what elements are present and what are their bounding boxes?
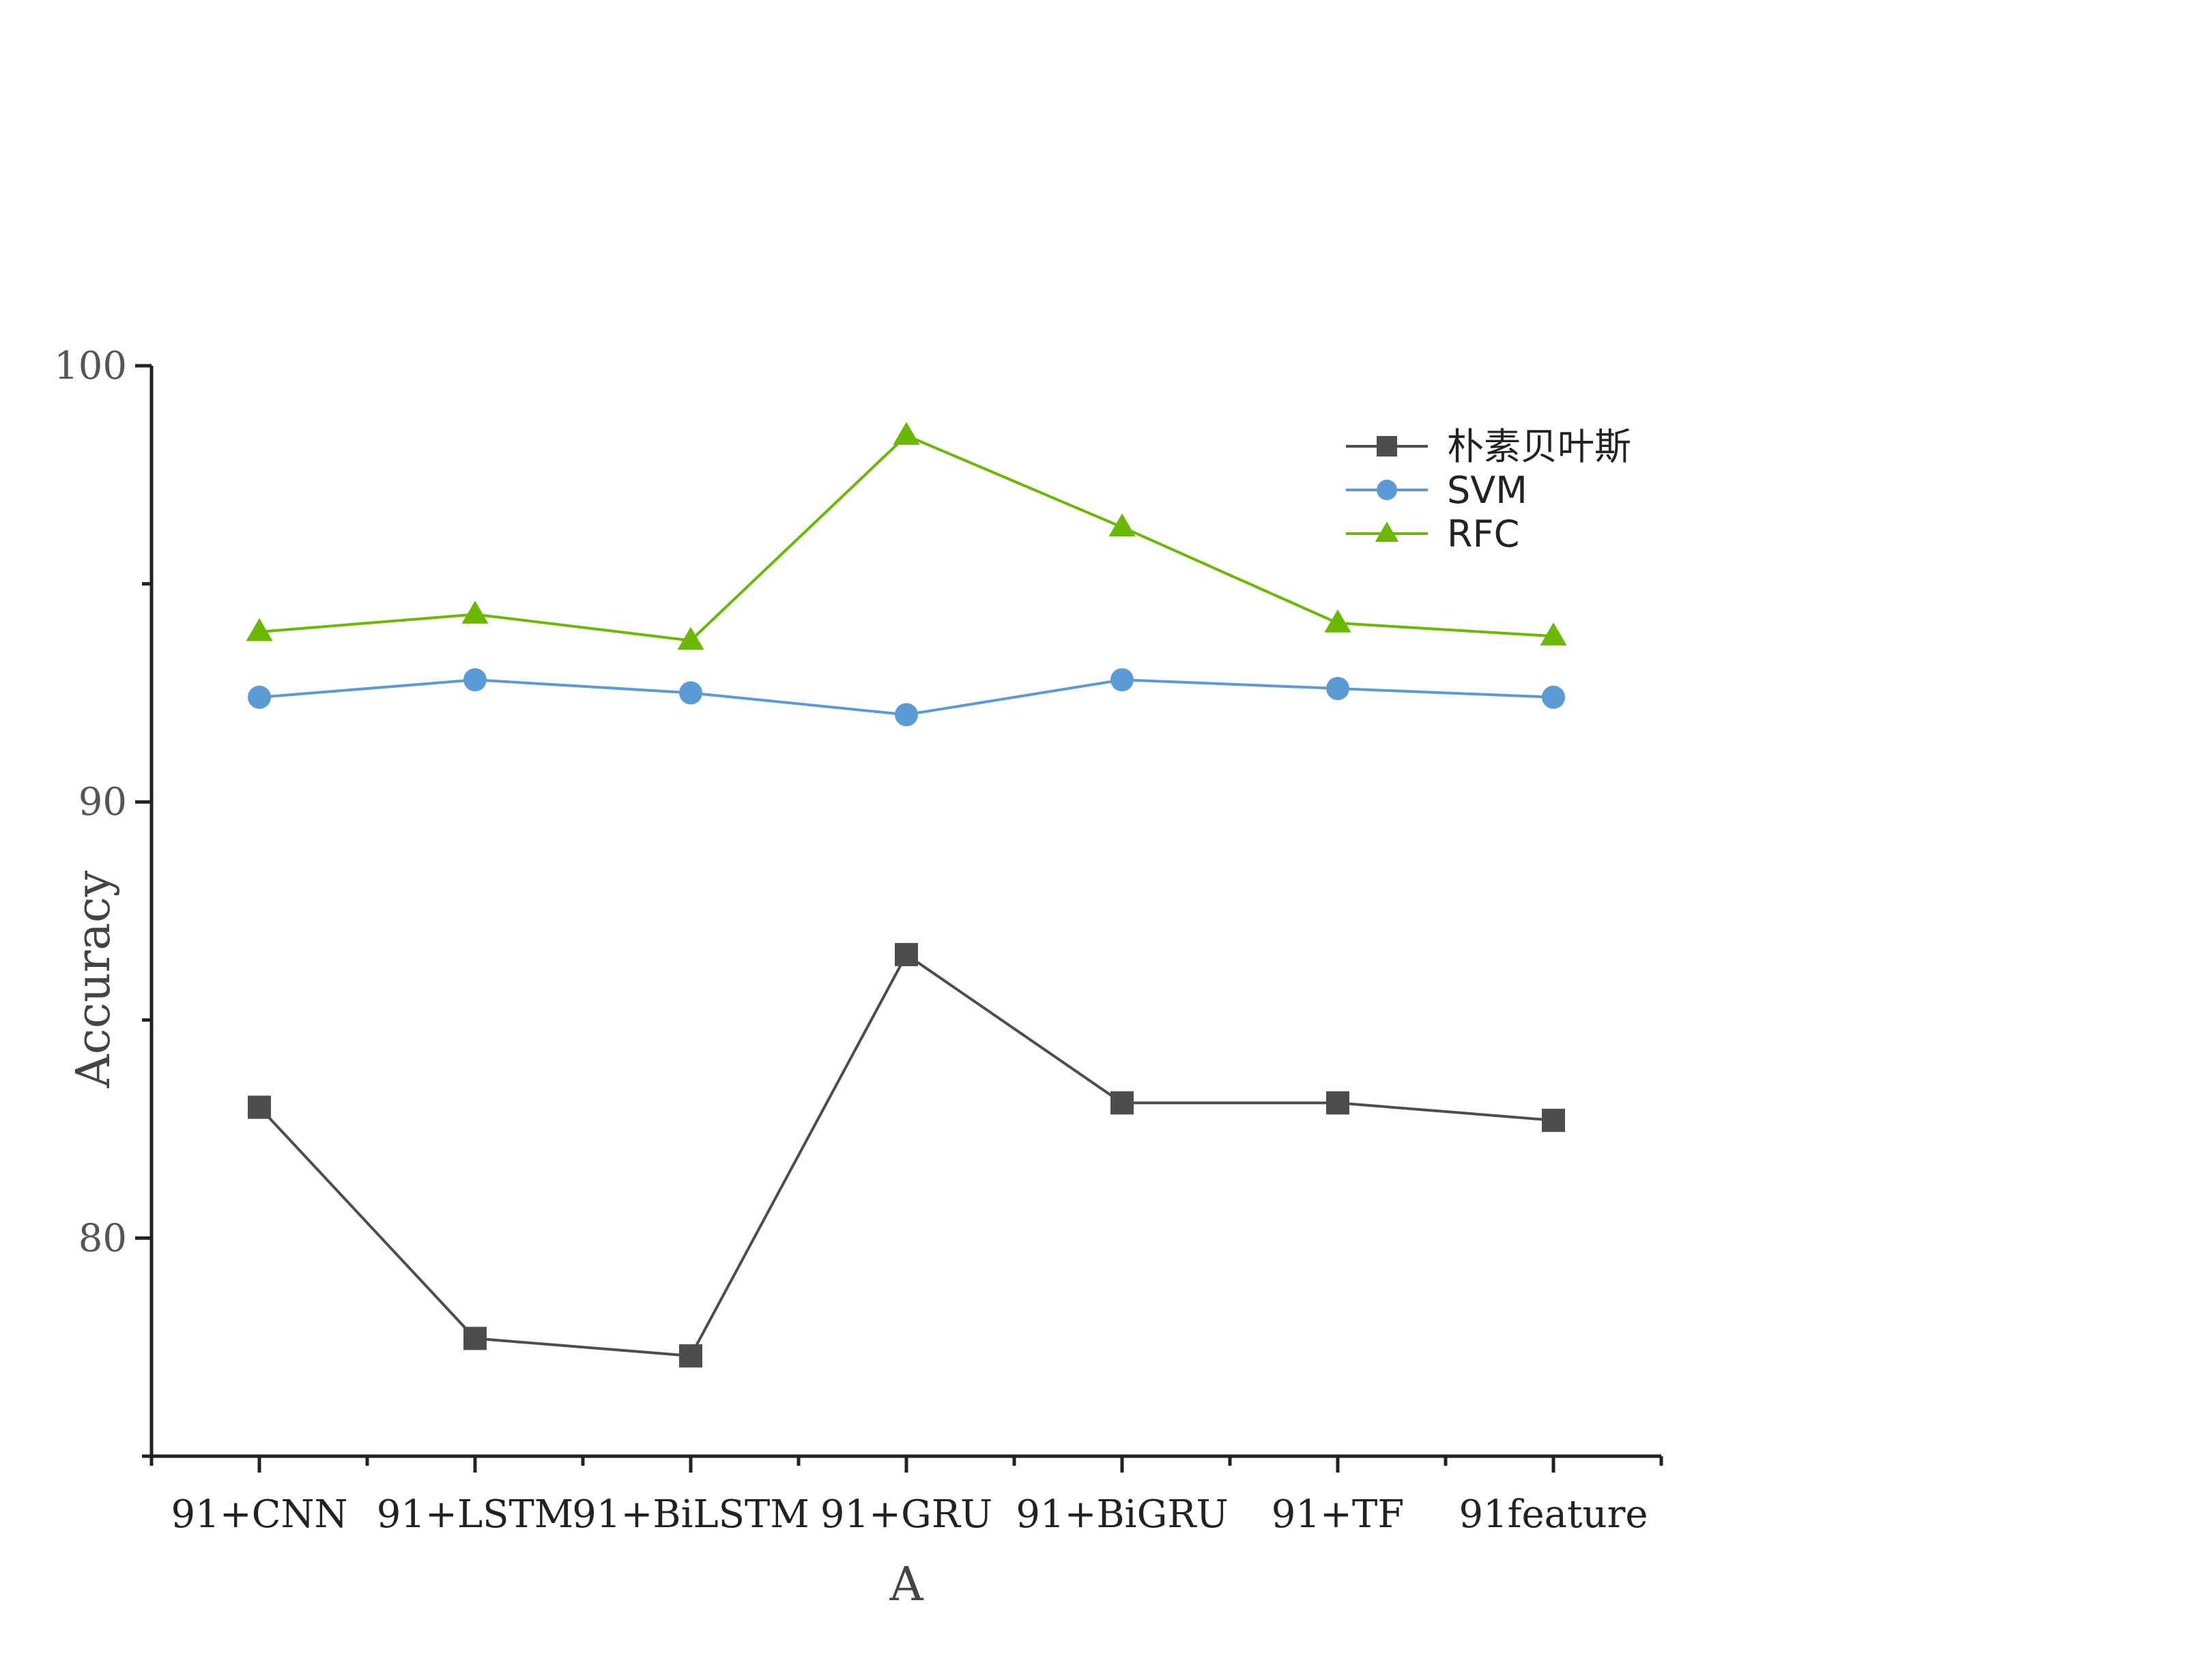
data-point — [1542, 1108, 1565, 1132]
x-tick-label: 91+CNN — [171, 1492, 347, 1537]
y-tick-label: 90 — [78, 780, 127, 824]
data-point — [246, 618, 273, 641]
legend-item: SVM — [1346, 469, 1527, 512]
data-point — [1110, 1091, 1134, 1115]
x-axis-title: A — [889, 1558, 923, 1612]
data-point — [463, 1327, 487, 1350]
legend-item: RFC — [1346, 512, 1519, 555]
series-line — [258, 953, 1554, 1358]
y-tick-label: 100 — [54, 344, 127, 388]
series-2 — [246, 422, 1567, 650]
data-point — [1324, 609, 1351, 633]
legend-marker — [1377, 436, 1397, 457]
y-tick-label: 80 — [78, 1216, 127, 1260]
legend-label: RFC — [1447, 512, 1519, 555]
series-layer — [246, 422, 1567, 1367]
data-point — [677, 626, 704, 650]
data-point — [1540, 622, 1567, 646]
data-point — [679, 681, 702, 705]
x-tick-label: 91+BiGRU — [1016, 1492, 1228, 1537]
data-point — [1108, 513, 1136, 537]
data-point — [1542, 685, 1565, 709]
data-point — [1326, 677, 1349, 701]
series-line — [259, 433, 1554, 642]
data-point — [679, 1344, 702, 1367]
axes-layer — [149, 366, 1661, 1458]
data-point — [248, 1095, 271, 1119]
y-axis-title: Accuracy — [67, 870, 121, 1088]
legend-item: 朴素贝叶斯 — [1346, 425, 1631, 468]
data-point — [895, 703, 918, 727]
legend-label: 朴素贝叶斯 — [1447, 425, 1631, 468]
legend-marker — [1375, 521, 1399, 542]
data-point — [895, 942, 918, 966]
x-tick-label: 91+BiLSTM — [572, 1492, 809, 1537]
series-0 — [248, 942, 1565, 1367]
data-point — [461, 600, 489, 624]
legend-marker — [1377, 480, 1397, 500]
x-tick-label: 91feature — [1459, 1492, 1648, 1537]
data-point — [248, 685, 271, 709]
data-point — [893, 422, 920, 445]
legend-label: SVM — [1447, 469, 1527, 512]
x-tick-label: 91+GRU — [820, 1492, 992, 1537]
data-point — [1110, 668, 1134, 692]
x-tick-label: 91+LSTM — [377, 1492, 573, 1537]
x-tick-label: 91+TF — [1272, 1492, 1404, 1537]
data-point — [463, 668, 487, 692]
data-point — [1326, 1091, 1349, 1115]
series-1 — [248, 668, 1565, 727]
